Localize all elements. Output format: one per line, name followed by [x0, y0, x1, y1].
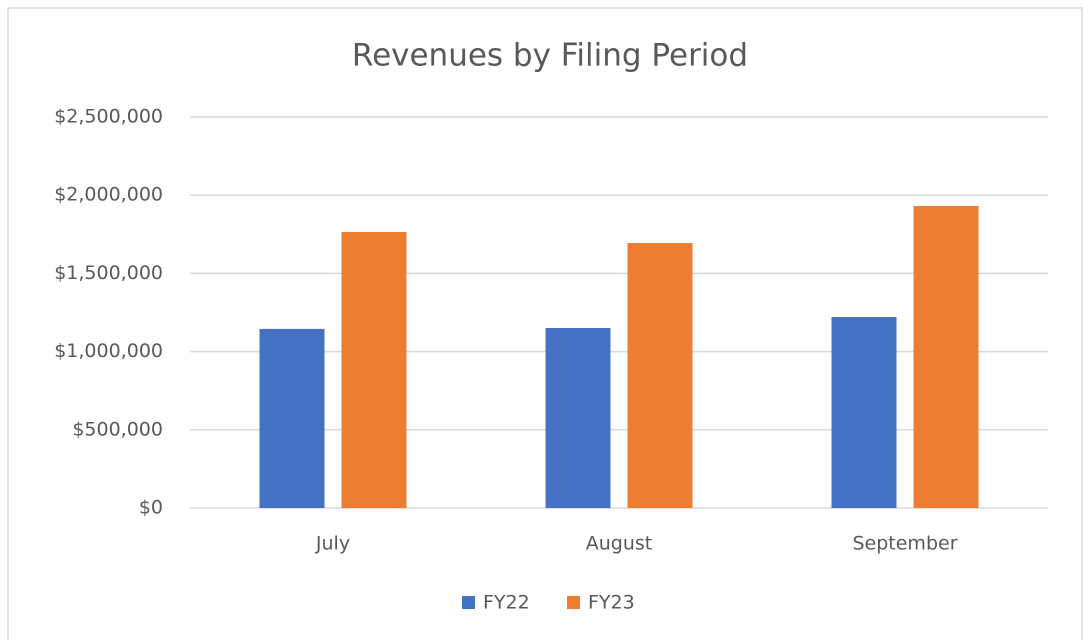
bar [913, 205, 979, 509]
legend-label: FY23 [588, 592, 635, 614]
bar [831, 317, 897, 508]
legend-swatch [567, 596, 580, 609]
y-tick-label: $0 [139, 497, 163, 519]
x-tick-label: July [315, 533, 350, 555]
y-tick-label: $2,000,000 [54, 184, 163, 206]
chart-title: Revenues by Filing Period [352, 38, 748, 74]
x-tick-label: August [586, 533, 653, 555]
chart-border [7, 7, 1083, 640]
y-tick-label: $1,000,000 [54, 340, 163, 362]
legend-label: FY22 [483, 592, 530, 614]
bar [627, 243, 693, 508]
legend-swatch [462, 596, 475, 609]
y-tick-label: $500,000 [72, 418, 163, 440]
bar [341, 231, 407, 509]
x-tick-label: September [852, 533, 957, 555]
bar [545, 327, 611, 508]
y-tick-label: $2,500,000 [54, 106, 163, 128]
y-tick-label: $1,500,000 [54, 262, 163, 284]
bar [259, 328, 325, 508]
